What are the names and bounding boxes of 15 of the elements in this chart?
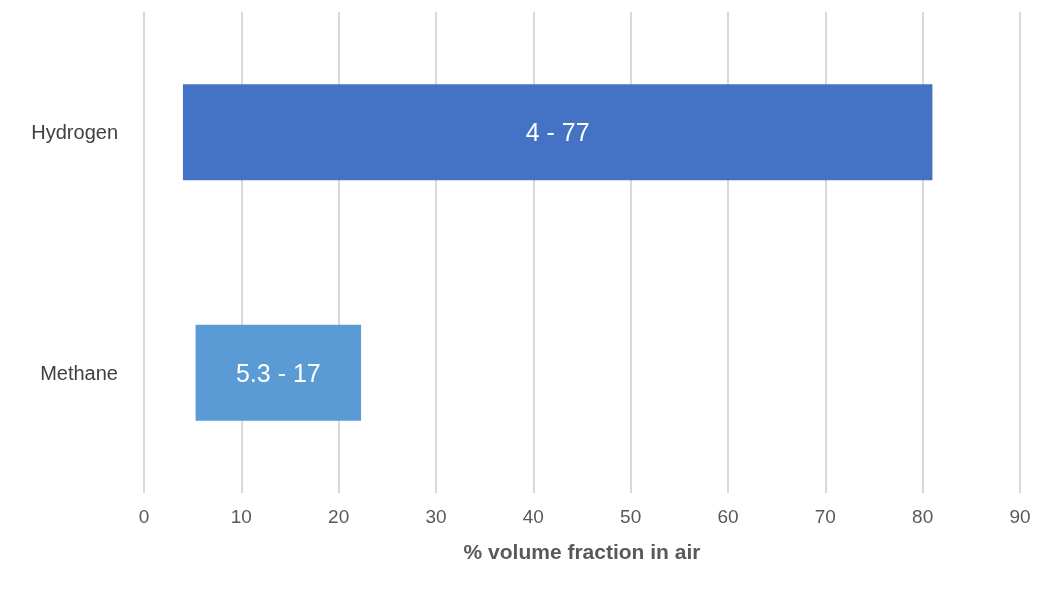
x-tick-label: 80: [912, 506, 934, 527]
x-tick-label: 90: [1009, 506, 1031, 527]
x-tick-label: 30: [425, 506, 447, 527]
x-tick-label: 0: [138, 506, 150, 527]
x-tick-label: 70: [814, 506, 836, 527]
x-tick-label: 50: [620, 506, 642, 527]
y-tick-label: Methane: [40, 361, 118, 384]
annotation: 5.3 - 17: [235, 358, 321, 387]
x-tick-label: 20: [328, 506, 350, 527]
x-axis-title: % volume fraction in air: [463, 540, 701, 563]
y-tick-label: Hydrogen: [31, 121, 118, 144]
x-tick-label: 60: [717, 506, 739, 527]
x-tick-label: 10: [230, 506, 252, 527]
x-tick-label: 40: [522, 506, 544, 527]
annotation: 4 - 77: [525, 118, 590, 147]
